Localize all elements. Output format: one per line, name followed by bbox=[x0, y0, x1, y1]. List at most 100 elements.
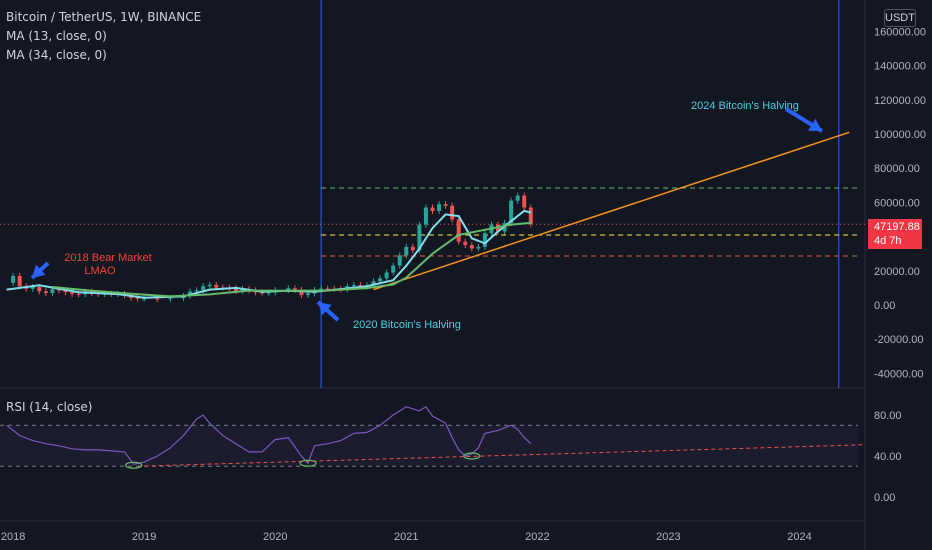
candle-body bbox=[207, 284, 212, 287]
price-tick-label: 80000.00 bbox=[874, 163, 920, 175]
candle-body bbox=[443, 204, 448, 206]
candle-body bbox=[522, 195, 527, 208]
candle-body bbox=[351, 284, 356, 287]
current-price-value: 47197.88 bbox=[874, 221, 920, 233]
candle-body bbox=[17, 275, 22, 287]
candle-body bbox=[371, 281, 376, 286]
current-price-tag: 47197.88 4d 7h bbox=[868, 219, 922, 249]
candle-body bbox=[70, 292, 75, 294]
rsi-tick-label: 40.00 bbox=[874, 451, 902, 463]
rsi-low-marker bbox=[299, 459, 317, 467]
rsi-low-marker bbox=[125, 461, 143, 469]
candle-body bbox=[63, 290, 68, 293]
time-tick-label: 2018 bbox=[1, 531, 25, 543]
price-tick-label: 60000.00 bbox=[874, 197, 920, 209]
candle-body bbox=[463, 241, 468, 246]
candle-body bbox=[11, 275, 16, 283]
price-tick-label: -40000.00 bbox=[874, 368, 924, 380]
price-tick-label: 100000.00 bbox=[874, 129, 926, 141]
rsi-line bbox=[6, 405, 532, 465]
candle-body bbox=[260, 292, 265, 294]
candle-body bbox=[43, 291, 48, 294]
bar-countdown: 4d 7h bbox=[874, 235, 902, 247]
bear-market-sublabel: LMAO bbox=[84, 265, 116, 277]
candle-body bbox=[214, 284, 219, 288]
candle-body bbox=[469, 245, 474, 249]
uptrend-line bbox=[373, 131, 850, 291]
halving-2020-label: 2020 Bitcoin's Halving bbox=[353, 319, 461, 331]
candle-body bbox=[404, 246, 409, 256]
candle-body bbox=[482, 233, 487, 247]
time-tick-label: 2021 bbox=[394, 531, 418, 543]
rsi-legend[interactable]: RSI (14, close) bbox=[6, 400, 93, 414]
price-tick-label: 20000.00 bbox=[874, 266, 920, 278]
candle-body bbox=[135, 297, 140, 299]
candle-body bbox=[450, 205, 455, 220]
ma13-legend[interactable]: MA (13, close, 0) bbox=[6, 29, 107, 43]
candle-body bbox=[384, 272, 389, 279]
time-tick-label: 2022 bbox=[525, 531, 549, 543]
candle-body bbox=[142, 298, 147, 300]
candle-body bbox=[515, 195, 520, 201]
halving-2024-arrow-head bbox=[808, 118, 822, 131]
candle-body bbox=[168, 298, 173, 300]
time-tick-label: 2019 bbox=[132, 531, 156, 543]
rsi-axis[interactable]: 80.00 40.00 0.00 bbox=[874, 410, 902, 504]
candle-body bbox=[437, 204, 442, 211]
halving-2020-arrow-head bbox=[318, 302, 332, 316]
rsi-band bbox=[0, 425, 858, 467]
symbol-title[interactable]: Bitcoin / TetherUS, 1W, BINANCE bbox=[6, 10, 202, 24]
candle-body bbox=[233, 288, 238, 291]
candle-body bbox=[509, 200, 514, 223]
candle-body bbox=[266, 292, 271, 294]
time-tick-label: 2020 bbox=[263, 531, 287, 543]
candle-body bbox=[423, 207, 428, 225]
rsi-tick-label: 0.00 bbox=[874, 492, 895, 504]
rsi-pane[interactable] bbox=[0, 405, 866, 469]
candle-body bbox=[456, 219, 461, 242]
currency-badge[interactable]: USDT bbox=[884, 9, 916, 27]
candle-body bbox=[299, 289, 304, 296]
candle-body bbox=[30, 287, 35, 289]
candle-body bbox=[194, 290, 199, 292]
rsi-low-marker bbox=[463, 452, 481, 460]
candle-body bbox=[37, 287, 42, 292]
candle-body bbox=[305, 293, 310, 296]
price-tick-label: 140000.00 bbox=[874, 61, 926, 73]
candle-body bbox=[325, 288, 330, 290]
candle-body bbox=[391, 265, 396, 273]
time-axis[interactable]: 2018 2019 2020 2021 2022 2023 2024 bbox=[1, 531, 812, 543]
candle-body bbox=[292, 288, 297, 290]
ma34-line bbox=[52, 221, 531, 298]
rsi-trendline bbox=[137, 444, 866, 467]
time-tick-label: 2023 bbox=[656, 531, 680, 543]
candle-body bbox=[50, 289, 55, 294]
candle-body bbox=[417, 224, 422, 251]
rsi-tick-label: 80.00 bbox=[874, 410, 902, 422]
candle-body bbox=[528, 207, 533, 225]
candle-body bbox=[476, 246, 481, 249]
ma34-legend[interactable]: MA (34, close, 0) bbox=[6, 48, 107, 62]
candle-body bbox=[56, 289, 61, 291]
candle-body bbox=[76, 293, 81, 295]
candle-body bbox=[240, 289, 245, 291]
candle-body bbox=[397, 255, 402, 266]
ma13-line bbox=[6, 209, 532, 299]
candle-body bbox=[378, 278, 383, 282]
candle-body bbox=[286, 288, 291, 291]
price-tick-label: -20000.00 bbox=[874, 334, 924, 346]
price-tick-label: 0.00 bbox=[874, 300, 895, 312]
price-pane[interactable] bbox=[0, 0, 865, 388]
candle-body bbox=[319, 288, 324, 290]
candle-body bbox=[430, 207, 435, 211]
candle-body bbox=[358, 284, 363, 287]
price-tick-label: 120000.00 bbox=[874, 95, 926, 107]
halving-2024-label: 2024 Bitcoin's Halving bbox=[691, 100, 799, 112]
candle-body bbox=[410, 246, 415, 251]
bear-market-arrow-head bbox=[32, 264, 46, 278]
candle-body bbox=[201, 286, 206, 291]
time-tick-label: 2024 bbox=[787, 531, 811, 543]
candle-body bbox=[155, 298, 160, 300]
